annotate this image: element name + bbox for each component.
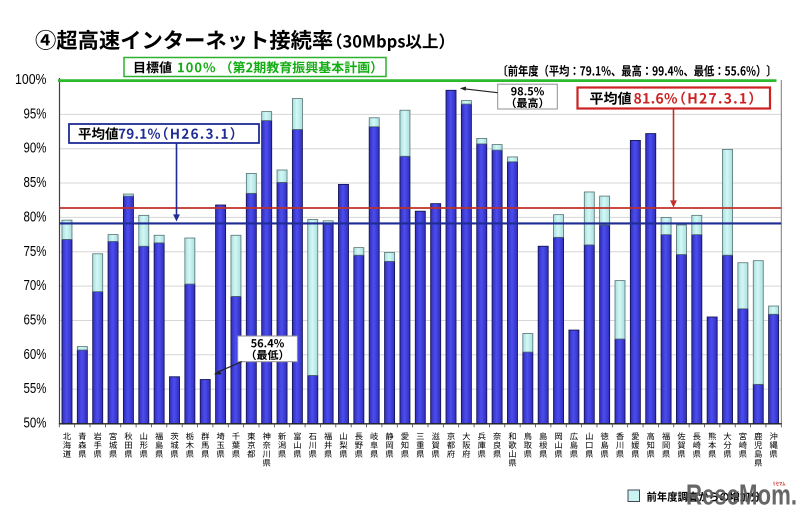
svg-text:65%: 65% xyxy=(24,311,47,328)
svg-text:ReseMom.: ReseMom. xyxy=(686,480,797,512)
svg-text:60%: 60% xyxy=(24,346,47,363)
svg-text:85%: 85% xyxy=(24,174,47,191)
svg-text:90%: 90% xyxy=(24,140,47,157)
svg-text:50%: 50% xyxy=(24,415,47,432)
svg-text:75%: 75% xyxy=(24,243,47,260)
svg-text:100%: 100% xyxy=(15,71,47,88)
svg-text:80%: 80% xyxy=(24,208,47,225)
svg-text:70%: 70% xyxy=(24,277,47,294)
svg-text:95%: 95% xyxy=(24,105,47,122)
svg-text:55%: 55% xyxy=(24,380,47,397)
